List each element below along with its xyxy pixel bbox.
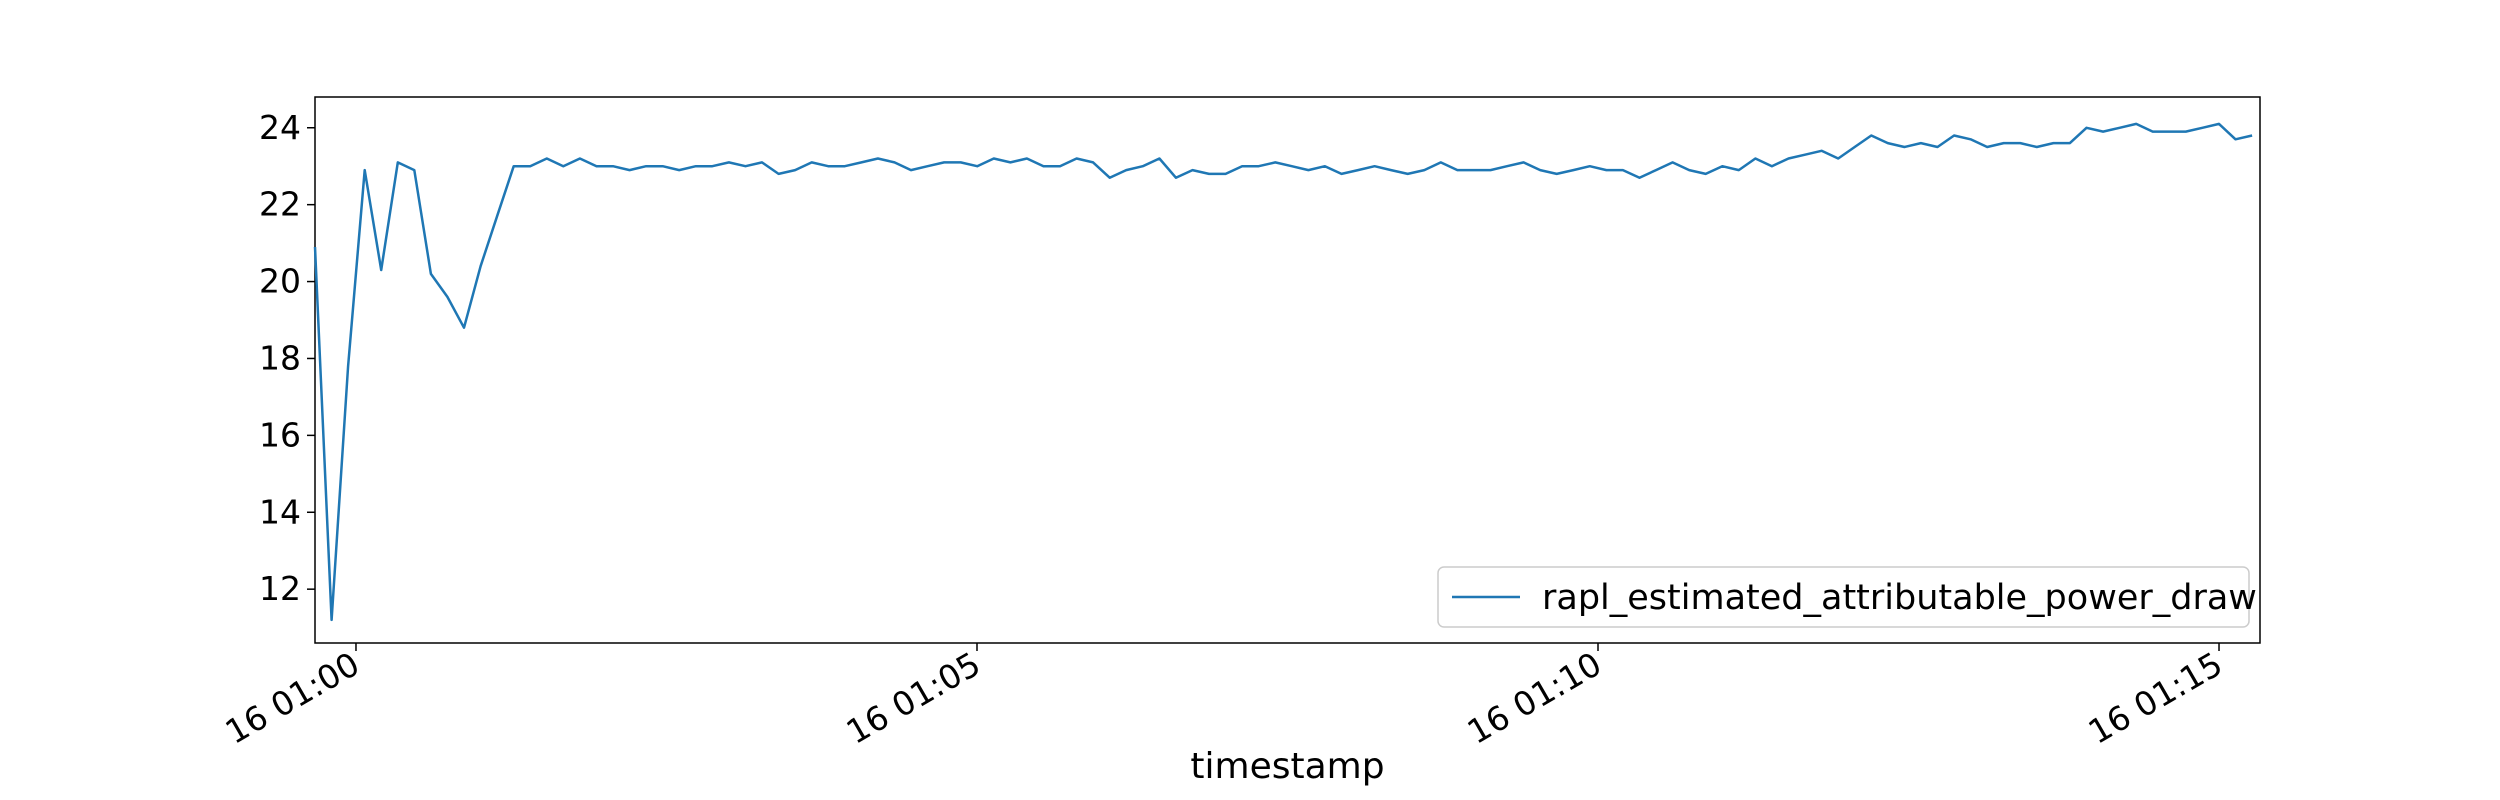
x-tick-label: 16 01:15 (2082, 644, 2229, 752)
x-tick-label: 16 01:00 (219, 644, 366, 752)
x-axis: 16 01:00 16 01:05 16 01:10 16 01:15 (219, 643, 2229, 752)
series-line-0 (313, 122, 2253, 622)
y-tick-label: 12 (259, 569, 301, 608)
legend-label: rapl_estimated_attributable_power_draw (1542, 578, 2257, 618)
y-tick-label: 24 (259, 108, 301, 147)
y-tick-label: 16 (259, 415, 301, 454)
y-tick-label: 18 (259, 338, 301, 377)
legend-box (1437, 566, 2250, 628)
y-tick-label: 22 (259, 185, 301, 224)
series-layer (313, 122, 2253, 622)
y-axis: 12 14 16 18 20 22 24 (259, 108, 315, 608)
plot-frame (314, 96, 2261, 644)
legend: rapl_estimated_attributable_power_draw (1437, 566, 2257, 628)
x-tick-label: 16 01:05 (840, 644, 987, 752)
x-tick-label: 16 01:10 (1461, 644, 1608, 752)
plot-area (314, 96, 2261, 644)
y-tick-label: 20 (259, 262, 301, 301)
x-axis-title: timestamp (1190, 746, 1384, 787)
y-tick-label: 14 (259, 492, 301, 531)
